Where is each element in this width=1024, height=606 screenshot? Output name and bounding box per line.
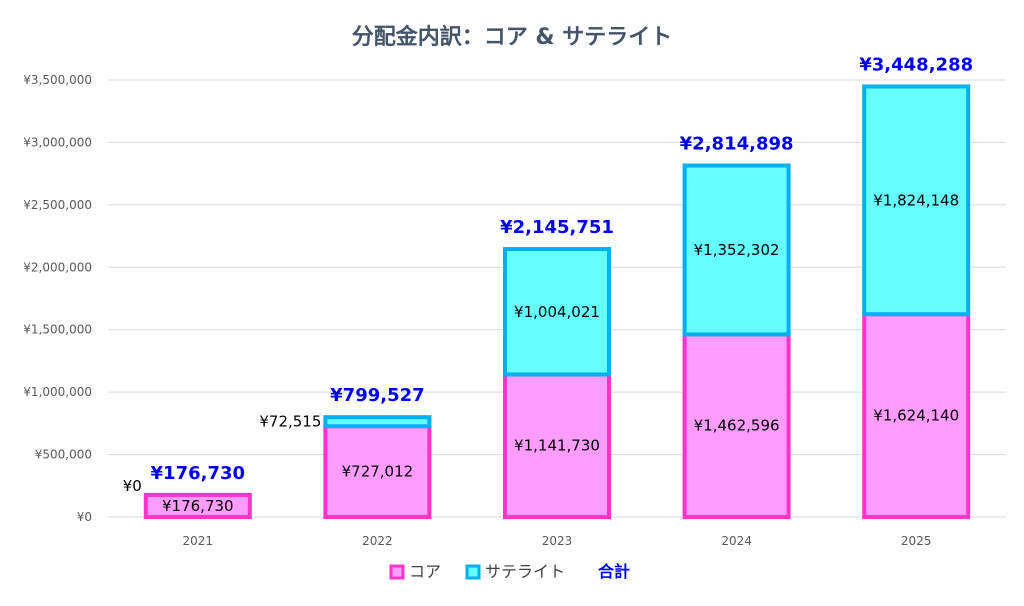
y-tick-label: ¥1,500,000: [23, 323, 92, 337]
y-tick-label: ¥1,000,000: [23, 385, 92, 399]
x-axis: 2021 2022 2023 2024 2025: [183, 534, 932, 548]
y-tick-label: ¥0: [77, 510, 92, 524]
satellite-bar: [503, 247, 611, 377]
satellite-value-label: ¥1,004,021: [514, 303, 600, 321]
core-value-label: ¥176,730: [162, 497, 234, 515]
satellite-value-label: ¥1,824,148: [873, 191, 959, 209]
y-tick-label: ¥2,500,000: [23, 198, 92, 212]
core-value-label: ¥1,624,140: [873, 407, 959, 425]
total-value-label: ¥2,145,751: [500, 217, 614, 238]
total-value-label: ¥799,527: [330, 385, 425, 406]
core-value-label: ¥1,141,730: [514, 437, 600, 455]
legend-swatch-satellite: [465, 564, 481, 580]
legend-swatch-core: [389, 564, 405, 580]
core-bar: [503, 372, 611, 520]
y-tick-label: ¥3,500,000: [23, 73, 92, 87]
legend-label-satellite: サテライト: [485, 562, 565, 581]
core-bar: [323, 424, 432, 519]
chart-title: 分配金内訳：コア & サテライト: [352, 24, 673, 50]
satellite-value-label: ¥1,352,302: [694, 241, 780, 259]
y-tick-label: ¥500,000: [35, 448, 92, 462]
y-tick-label: ¥3,000,000: [23, 135, 92, 149]
x-tick-label: 2024: [721, 534, 752, 548]
total-value-label: ¥176,730: [151, 463, 246, 484]
legend-label-core: コア: [409, 562, 441, 581]
satellite-value-label: ¥72,515: [259, 413, 321, 431]
total-value-label: ¥3,448,288: [859, 54, 973, 75]
satellite-value-label: ¥0: [123, 477, 142, 495]
satellite-bar: [682, 163, 791, 337]
legend-label-total: 合計: [598, 562, 630, 581]
y-axis: ¥0 ¥500,000 ¥1,000,000 ¥1,500,000 ¥2,000,000…: [23, 73, 92, 524]
satellite-bar: [862, 84, 971, 317]
legend: コア サテライト 合計: [389, 562, 630, 581]
core-value-label: ¥727,012: [342, 463, 414, 481]
x-tick-label: 2021: [183, 534, 214, 548]
x-tick-label: 2025: [901, 534, 932, 548]
x-tick-label: 2022: [362, 534, 393, 548]
core-bar: [143, 492, 252, 519]
y-tick-label: ¥2,000,000: [23, 260, 92, 274]
satellite-bar: [323, 415, 432, 429]
core-value-label: ¥1,462,596: [694, 417, 780, 435]
core-bar: [862, 312, 971, 519]
x-tick-label: 2023: [542, 534, 573, 548]
bars: [143, 84, 971, 520]
total-value-label: ¥2,814,898: [680, 134, 794, 155]
data-labels: ¥176,730 ¥0 ¥176,730 ¥727,012 ¥72,515 ¥799,52…: [123, 54, 973, 515]
